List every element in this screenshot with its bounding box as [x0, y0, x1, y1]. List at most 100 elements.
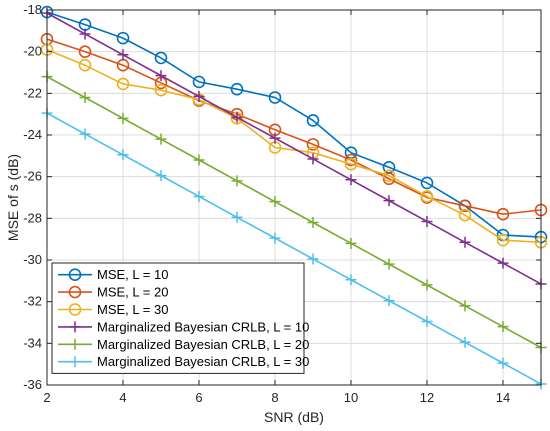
plot-frame: [46, 9, 542, 386]
y-axis-title: MSE of s (dB): [5, 154, 21, 241]
y-tick-label: -18: [23, 2, 42, 17]
legend-entry: MSE, L = 30: [58, 302, 168, 317]
y-tick-label: -30: [23, 252, 42, 267]
series-layer: [40, 5, 548, 390]
legend-entry: Marginalized Bayesian CRLB, L = 20: [58, 337, 309, 352]
data-point: [458, 208, 472, 222]
legend-entry: MSE, L = 10: [58, 267, 168, 282]
legend-label: MSE, L = 20: [97, 285, 168, 300]
y-tick-label: -28: [23, 210, 42, 225]
data-point: [344, 157, 358, 171]
data-point: [496, 207, 510, 221]
legend-label: Marginalized Bayesian CRLB, L = 10: [97, 319, 309, 334]
data-point: [193, 190, 205, 202]
data-point: [497, 257, 509, 269]
x-tick-label: 10: [344, 390, 358, 405]
data-point: [306, 114, 320, 127]
data-point: [459, 300, 471, 312]
data-point: [155, 70, 167, 82]
data-point: [383, 295, 395, 307]
data-point: [306, 138, 320, 151]
data-point: [117, 149, 129, 161]
x-tick-label: 6: [195, 390, 202, 405]
data-point: [345, 274, 357, 286]
y-tick-label: -34: [23, 335, 42, 350]
ticks: 2 4 6 8 10 12 14 -18 -20 -22 -24 -26 -28 -30 -32 -34 -36: [23, 2, 541, 405]
legend-swatch-marker: [68, 268, 82, 282]
data-point: [193, 154, 205, 166]
data-point: [421, 279, 433, 291]
series-line: [46, 75, 542, 349]
series-4: [41, 7, 547, 290]
data-point: [345, 237, 357, 249]
y-tick-label: -22: [23, 85, 42, 100]
data-point: [269, 196, 281, 208]
series-line: [46, 11, 542, 238]
series-5: [41, 71, 547, 353]
data-point: [230, 82, 244, 96]
x-tick-label: 14: [496, 390, 510, 405]
legend-entry: MSE, L = 20: [58, 285, 168, 300]
series-line: [46, 38, 542, 215]
data-point: [78, 45, 92, 58]
data-point: [116, 77, 130, 91]
x-tick-label: 8: [271, 390, 278, 405]
legend: MSE, L = 10 MSE, L = 20 MSE, L = 30 Margina…: [51, 262, 309, 374]
data-point: [307, 153, 319, 165]
data-point: [231, 111, 243, 123]
legend-label: MSE, L = 30: [97, 302, 168, 317]
legend-swatch-marker: [69, 356, 81, 368]
series-line: [46, 48, 542, 244]
series-line: [46, 12, 542, 285]
y-tick-label: -36: [23, 377, 42, 392]
data-point: [420, 190, 434, 203]
data-point: [307, 253, 319, 265]
legend-swatch-marker: [69, 321, 81, 333]
legend-entry: Marginalized Bayesian CRLB, L = 10: [58, 319, 309, 334]
data-point: [78, 58, 92, 72]
x-tick-label: 4: [119, 390, 126, 405]
data-point: [459, 236, 471, 248]
x-tick-label: 12: [420, 390, 434, 405]
data-point: [421, 315, 433, 327]
data-point: [458, 199, 472, 213]
data-point: [231, 211, 243, 223]
x-axis-title: SNR (dB): [264, 409, 324, 425]
data-point: [154, 51, 168, 65]
data-point: [192, 75, 206, 89]
y-tick-label: -24: [23, 127, 42, 142]
legend-label: Marginalized Bayesian CRLB, L = 20: [97, 337, 309, 352]
y-tick-label: -26: [23, 169, 42, 184]
data-point: [154, 83, 168, 97]
data-point: [459, 336, 471, 348]
data-point: [345, 174, 357, 186]
legend-swatch-marker: [68, 285, 82, 299]
data-point: [383, 195, 395, 207]
data-point: [344, 153, 358, 167]
data-point: [155, 170, 167, 182]
data-point: [268, 91, 282, 104]
data-point: [79, 92, 91, 103]
legend-entry: Marginalized Bayesian CRLB, L = 30: [58, 354, 309, 369]
data-point: [497, 321, 509, 333]
data-point: [155, 133, 167, 145]
data-point: [496, 233, 510, 247]
data-point: [79, 128, 91, 140]
data-point: [231, 175, 243, 187]
data-point: [117, 49, 129, 61]
data-point: [307, 217, 319, 228]
series-1: [40, 5, 548, 244]
data-point: [116, 31, 130, 45]
y-tick-label: -20: [23, 44, 42, 59]
data-point: [79, 28, 91, 40]
data-point: [420, 176, 434, 190]
data-point: [117, 112, 129, 124]
legend-label: MSE, L = 10: [97, 267, 168, 282]
data-point: [383, 258, 395, 270]
data-point: [421, 215, 433, 227]
data-point: [193, 90, 205, 102]
x-tick-label: 2: [43, 390, 50, 405]
data-point: [382, 169, 396, 182]
data-point: [269, 232, 281, 244]
